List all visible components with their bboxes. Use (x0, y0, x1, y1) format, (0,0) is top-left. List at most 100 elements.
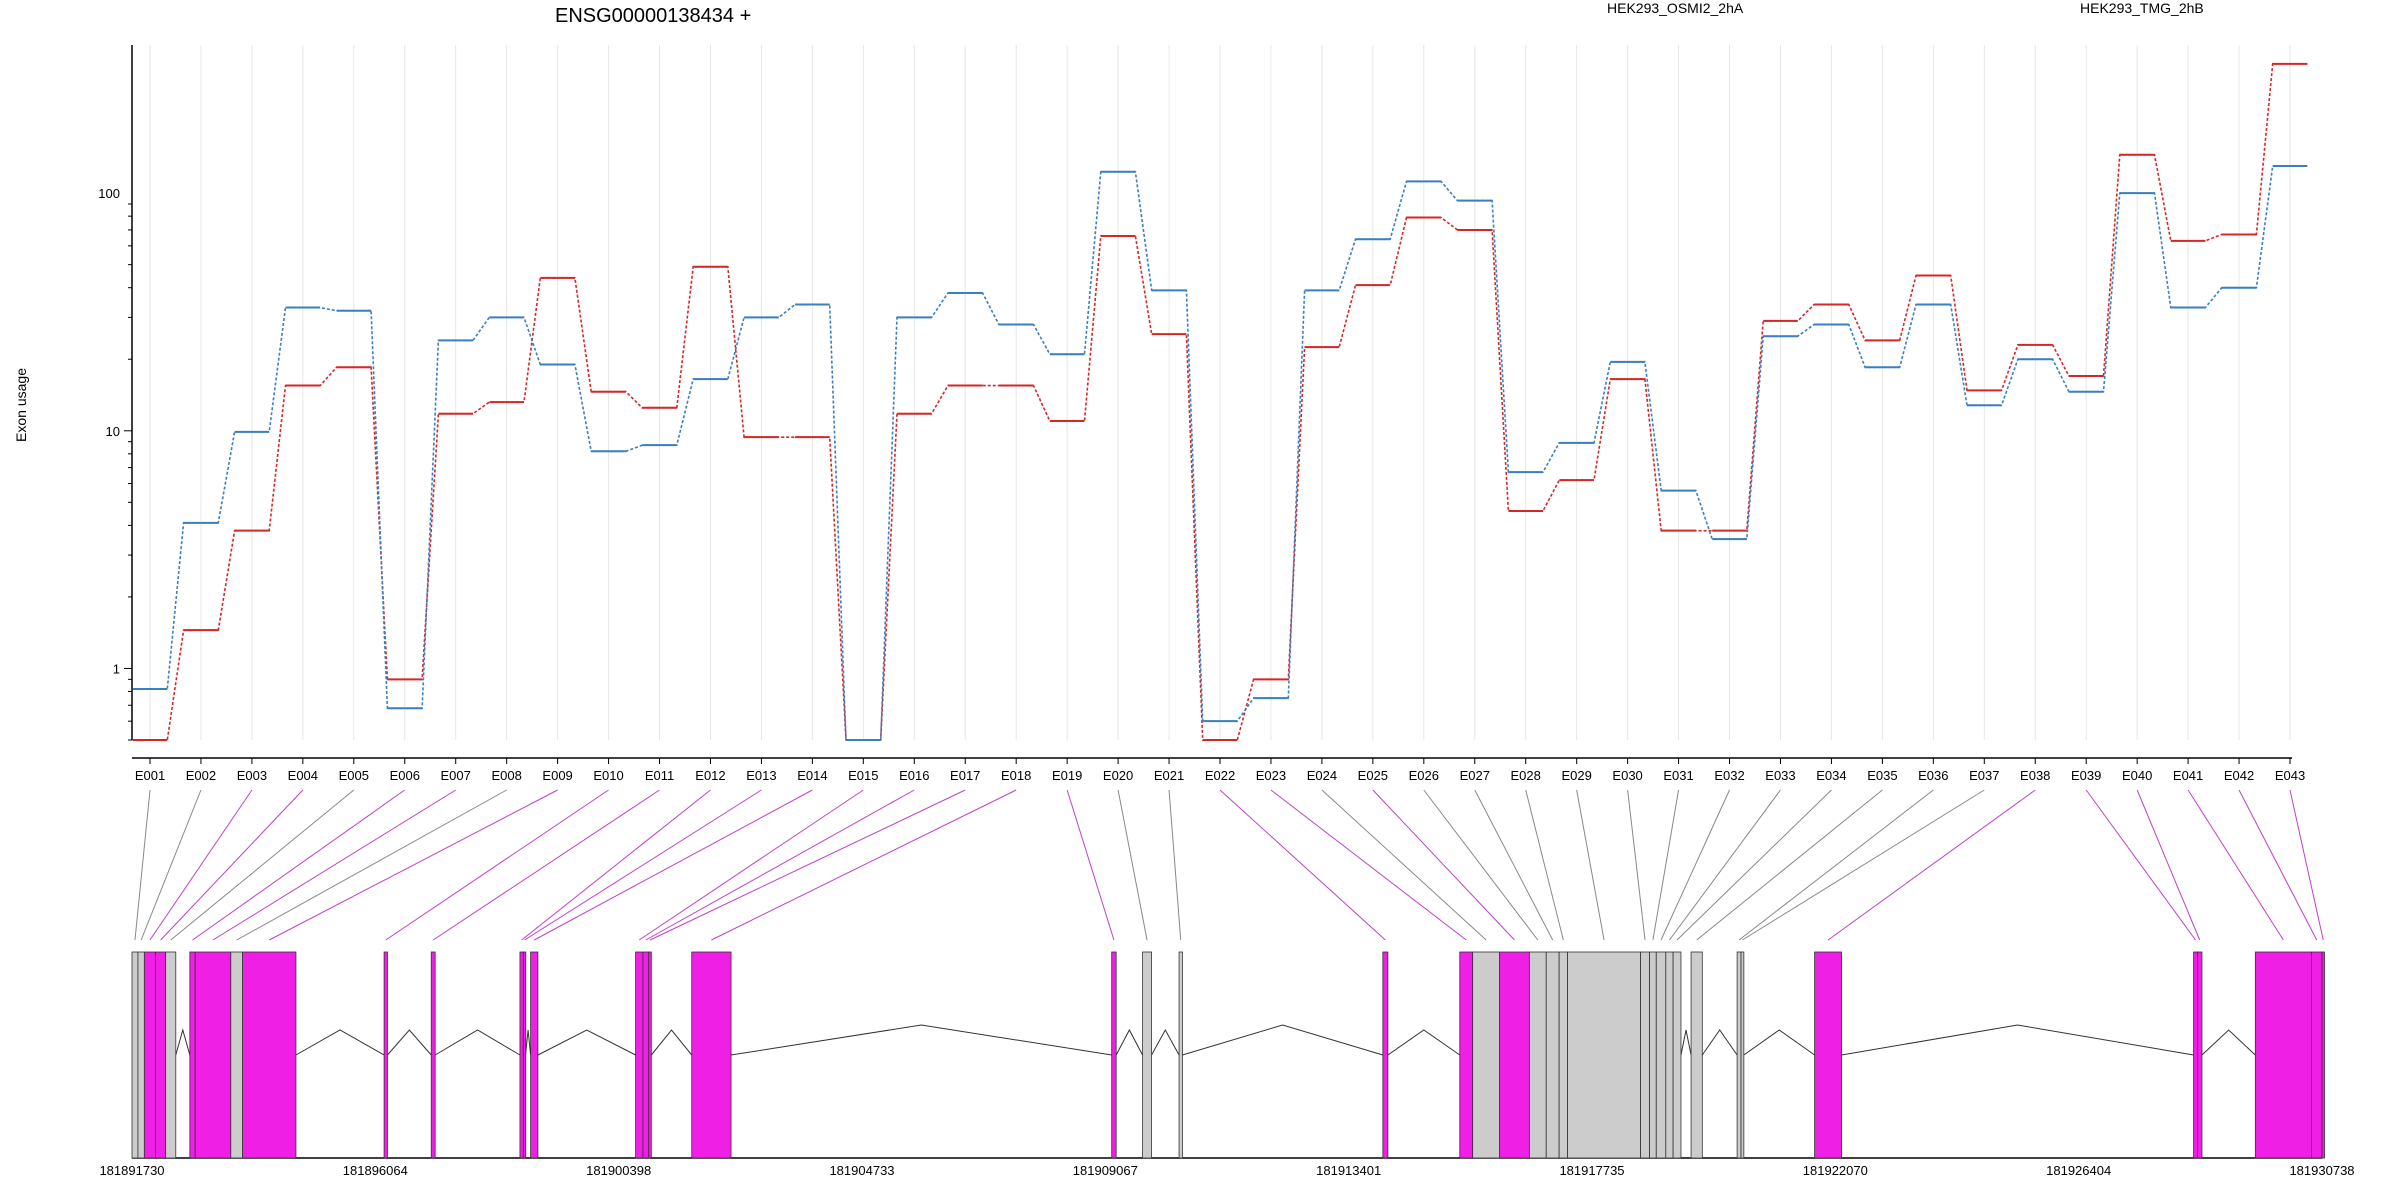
legend-entry-series-a: HEK293_OSMI2_2hA (1607, 0, 1744, 16)
exon-box (143, 951, 156, 1159)
x-tick-label: E037 (1969, 768, 1999, 783)
intron-line (537, 1029, 636, 1056)
intron-line (2201, 1029, 2256, 1056)
exon-box (131, 951, 139, 1159)
series-lines (132, 62, 2308, 741)
intron-line (1115, 1028, 1144, 1056)
y-tick-label: 10 (106, 424, 120, 439)
intron-line (650, 1029, 693, 1056)
x-tick-label: E032 (1714, 768, 1744, 783)
x-tick-label: E013 (746, 768, 776, 783)
exon-mapping-line (149, 789, 253, 941)
x-tick-label: E015 (848, 768, 878, 783)
x-tick-label: E031 (1663, 768, 1693, 783)
exon-mapping-line (1576, 789, 1605, 941)
x-tick-label: E007 (441, 768, 471, 783)
exon-box (242, 951, 297, 1159)
exon-mapping-line (160, 789, 304, 941)
exon-mapping-line (1372, 789, 1515, 941)
genomic-coordinate-label: 181926404 (2046, 1163, 2111, 1178)
exon-mapping-line (2238, 789, 2318, 941)
exon-mapping-line (1270, 789, 1467, 941)
x-tick-label: E043 (2275, 768, 2305, 783)
x-tick-label: E005 (339, 768, 369, 783)
x-tick-label: E034 (1816, 768, 1846, 783)
exon-box (1665, 951, 1674, 1159)
x-tick-label: E020 (1103, 768, 1133, 783)
exon-mapping-lines (134, 789, 2324, 941)
x-tick-label: E028 (1511, 768, 1541, 783)
x-tick-label: E004 (288, 768, 318, 783)
exon-box (383, 951, 388, 1159)
exon-mapping-line (2289, 789, 2324, 941)
series-1 (132, 165, 2308, 741)
exon-box (1558, 951, 1568, 1159)
intron-line (295, 1029, 385, 1056)
exon-mapping-line (638, 789, 864, 941)
x-tick-label: E012 (695, 768, 725, 783)
x-tick-label: E009 (542, 768, 572, 783)
exon-box (430, 951, 436, 1159)
x-tick-label: E042 (2224, 768, 2254, 783)
x-tick-label: E035 (1867, 768, 1897, 783)
exon-mapping-line (269, 789, 558, 941)
exon-box (155, 951, 167, 1159)
exon-mapping-line (1669, 789, 1781, 941)
x-tick-label: E002 (186, 768, 216, 783)
y-tick-label: 100 (98, 186, 120, 201)
y-axis-label: Exon usage (13, 368, 29, 442)
exon-box (1111, 951, 1117, 1159)
exon-box (1459, 951, 1474, 1159)
exon-box (2311, 951, 2323, 1159)
x-tick-label: E003 (237, 768, 267, 783)
genomic-coordinate-label: 181900398 (586, 1163, 651, 1178)
exon-box (1640, 951, 1650, 1159)
exon-mapping-line (1321, 789, 1487, 941)
genomic-coordinate-label: 181917735 (1559, 1163, 1624, 1178)
exon-mapping-line (140, 789, 202, 941)
exon-box (691, 951, 732, 1159)
exon-mapping-line (645, 789, 915, 941)
exon-box (642, 951, 650, 1159)
chart-title: ENSG00000138434 + (555, 5, 751, 27)
y-tick-label: 1 (113, 661, 120, 676)
exon-box (189, 951, 196, 1159)
exon-mapping-line (212, 789, 456, 941)
x-tick-label: E040 (2122, 768, 2152, 783)
exon-box (530, 951, 539, 1159)
exon-box (1814, 951, 1842, 1159)
exon-box (165, 951, 177, 1159)
x-tick-label: E041 (2173, 768, 2203, 783)
exon-box (635, 951, 644, 1159)
genomic-coordinate-label: 181896064 (343, 1163, 408, 1178)
genomic-coordinate-label: 181913401 (1316, 1163, 1381, 1178)
exon-mapping-line (1660, 789, 1730, 941)
x-tick-label: E025 (1358, 768, 1388, 783)
exon-box (1672, 951, 1682, 1159)
exon-mapping-line (1066, 789, 1115, 941)
exon-mapping-line (2085, 789, 2196, 941)
exon-mapping-line (170, 789, 355, 941)
x-tick-label: E010 (593, 768, 623, 783)
exon-box (2193, 951, 2198, 1159)
exon-mapping-line (524, 789, 762, 941)
exon-mapping-line (521, 789, 711, 941)
exon-box (1655, 951, 1667, 1159)
intron-line (525, 1029, 532, 1056)
intron-line (1680, 1029, 1692, 1056)
exon-box (1649, 951, 1657, 1159)
x-tick-label: E018 (1001, 768, 1031, 783)
intron-line (1151, 1028, 1180, 1056)
x-tick-label: E017 (950, 768, 980, 783)
intron-line (1701, 1029, 1738, 1056)
exon-mapping-line (534, 789, 813, 941)
exon-mapping-line (1117, 789, 1148, 941)
x-tick-label: E030 (1612, 768, 1642, 783)
exon-box (1736, 951, 1742, 1159)
exon-mapping-line (432, 789, 660, 941)
exon-mapping-line (134, 789, 151, 941)
exon-box (1142, 951, 1152, 1159)
exon-mapping-line (1827, 789, 2036, 941)
exon-box (1740, 951, 1745, 1159)
